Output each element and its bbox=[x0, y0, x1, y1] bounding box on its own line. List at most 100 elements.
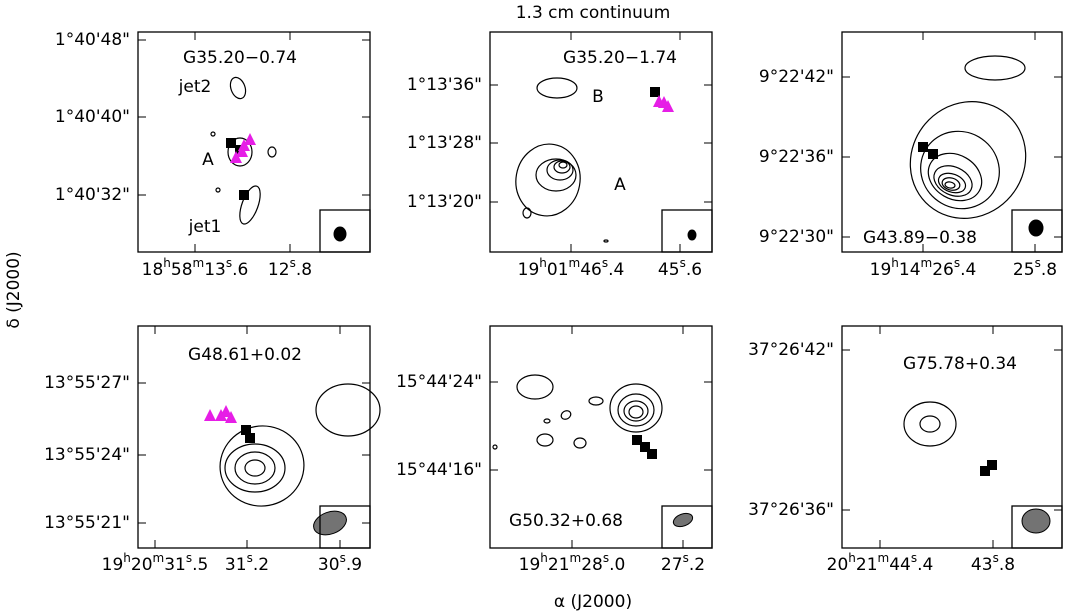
contour bbox=[588, 396, 604, 406]
beam-box bbox=[319, 209, 371, 253]
panel-frame bbox=[841, 31, 1063, 253]
ra-unit: s bbox=[340, 551, 346, 565]
dec-tick-label: 15°44'24" bbox=[396, 372, 482, 392]
contour bbox=[234, 451, 276, 485]
ra-number: 44 bbox=[889, 555, 911, 575]
ra-unit: s bbox=[186, 551, 192, 565]
ra-number: 18 bbox=[142, 260, 164, 280]
contour bbox=[909, 101, 1027, 219]
ra-number: .4 bbox=[960, 260, 976, 280]
maser-square bbox=[640, 442, 650, 452]
maser-triangle bbox=[220, 405, 232, 417]
maser-square bbox=[987, 460, 997, 470]
ra-unit: m bbox=[193, 256, 205, 270]
contour bbox=[609, 383, 663, 433]
ra-number: .5 bbox=[192, 555, 208, 575]
panel-frame bbox=[841, 325, 1063, 549]
ra-number: 30 bbox=[318, 555, 340, 575]
maser-triangle bbox=[238, 139, 250, 151]
ra-unit: s bbox=[602, 256, 608, 270]
ra-number: 19 bbox=[870, 260, 892, 280]
panel-name: G35.20−0.74 bbox=[183, 48, 297, 68]
ra-number: 31 bbox=[225, 555, 247, 575]
maser-square bbox=[918, 142, 928, 152]
contour bbox=[516, 374, 554, 400]
contour bbox=[536, 433, 554, 447]
panel-name: G35.20−1.74 bbox=[563, 48, 677, 68]
beam bbox=[687, 229, 697, 241]
contour bbox=[239, 185, 261, 225]
y-axis-label: δ (J2000) bbox=[4, 251, 24, 328]
annotation: A bbox=[614, 175, 626, 195]
ra-unit: h bbox=[123, 551, 131, 565]
contour bbox=[941, 177, 961, 191]
ra-number: 20 bbox=[131, 555, 153, 575]
maser-square bbox=[632, 435, 642, 445]
maser-square bbox=[928, 149, 938, 159]
ra-number: 12 bbox=[268, 260, 290, 280]
ra-number: 58 bbox=[171, 260, 193, 280]
panel: G43.89−0.38 9°22'42" 9°22'36" 9°22'30" 19h14… bbox=[759, 31, 1063, 281]
ra-unit: s bbox=[954, 256, 960, 270]
ra-unit: h bbox=[540, 551, 548, 565]
contour bbox=[492, 444, 498, 450]
contour bbox=[933, 165, 973, 197]
maser-triangle bbox=[204, 409, 216, 421]
contour bbox=[558, 161, 568, 169]
ra-number: 46 bbox=[580, 260, 602, 280]
contour bbox=[628, 405, 644, 419]
beam bbox=[333, 226, 347, 242]
ra-number: .8 bbox=[999, 555, 1015, 575]
maser-square bbox=[647, 449, 657, 459]
ra-unit: s bbox=[993, 551, 999, 565]
ra-unit: s bbox=[683, 551, 689, 565]
contour bbox=[903, 401, 957, 447]
ra-unit: s bbox=[226, 256, 232, 270]
dec-tick-label: 15°44'16" bbox=[396, 460, 482, 480]
maser-triangle bbox=[230, 151, 242, 163]
beam bbox=[1028, 219, 1044, 237]
contour bbox=[210, 131, 216, 137]
maser-square bbox=[239, 190, 249, 200]
ra-number: 28 bbox=[581, 555, 603, 575]
panel-frame bbox=[489, 325, 713, 549]
contour bbox=[573, 437, 587, 449]
contour bbox=[623, 400, 649, 422]
ra-number: 13 bbox=[204, 260, 226, 280]
panel-name: G50.32+0.68 bbox=[509, 511, 623, 531]
ra-number: 25 bbox=[1013, 260, 1035, 280]
contour bbox=[546, 159, 574, 181]
ra-tick-label: 19h20m31s.5 bbox=[102, 551, 209, 576]
ra-number: 20 bbox=[827, 555, 849, 575]
ra-tick-label: 25s.8 bbox=[1013, 256, 1057, 281]
ra-unit: m bbox=[570, 551, 582, 565]
ra-number: .9 bbox=[346, 555, 362, 575]
contour bbox=[603, 239, 609, 243]
x-axis-label: α (J2000) bbox=[554, 592, 632, 612]
dec-tick-label: 37°26'42" bbox=[748, 340, 834, 360]
ra-number: 19 bbox=[102, 555, 124, 575]
ra-unit: s bbox=[603, 551, 609, 565]
ra-unit: m bbox=[153, 551, 165, 565]
ra-number: .2 bbox=[253, 555, 269, 575]
ra-tick-label: 19h01m46s.4 bbox=[518, 256, 625, 281]
contour bbox=[617, 393, 655, 427]
ra-unit: m bbox=[878, 551, 890, 565]
dec-tick-label: 13°55'21" bbox=[44, 513, 130, 533]
ra-tick-label: 19h21m28s.0 bbox=[519, 551, 626, 576]
contour bbox=[535, 158, 577, 192]
ra-number: .6 bbox=[232, 260, 248, 280]
contour bbox=[315, 383, 381, 437]
contour bbox=[267, 146, 277, 158]
contour bbox=[543, 418, 551, 424]
ra-unit: m bbox=[921, 256, 933, 270]
dec-tick-label: 1°13'28" bbox=[407, 133, 482, 153]
panel-name: G48.61+0.02 bbox=[188, 345, 302, 365]
dec-tick-label: 1°40'48" bbox=[55, 30, 130, 50]
panel: G48.61+0.02 13°55'27" 13°55'24" 13°55'21" 19… bbox=[44, 325, 381, 576]
ra-unit: s bbox=[247, 551, 253, 565]
contour bbox=[536, 77, 578, 99]
ra-unit: h bbox=[539, 256, 547, 270]
